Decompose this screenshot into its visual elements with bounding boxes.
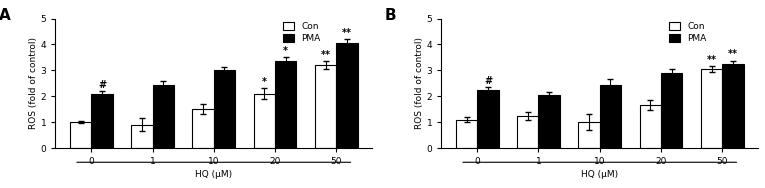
Bar	[600, 85, 621, 148]
Text: **: **	[728, 49, 738, 59]
Bar	[91, 94, 112, 148]
Legend: Con, PMA: Con, PMA	[282, 20, 323, 45]
Bar	[456, 120, 477, 148]
Bar	[337, 43, 358, 148]
Bar	[70, 122, 91, 148]
Bar	[722, 64, 744, 148]
Bar	[701, 69, 722, 148]
Text: B: B	[385, 8, 396, 23]
Bar	[152, 85, 174, 148]
Bar	[578, 122, 600, 148]
Text: *: *	[262, 77, 267, 87]
Bar	[517, 116, 539, 148]
Bar	[192, 109, 213, 148]
Text: **: **	[321, 50, 330, 60]
Text: HQ (μM): HQ (μM)	[581, 170, 618, 179]
Legend: Con, PMA: Con, PMA	[668, 20, 708, 45]
Text: *: *	[283, 46, 288, 56]
Bar	[213, 70, 235, 148]
Text: **: **	[342, 28, 352, 38]
Bar	[275, 61, 297, 148]
Y-axis label: ROS (fold of control): ROS (fold of control)	[29, 37, 38, 129]
Bar	[539, 95, 560, 148]
Bar	[131, 125, 152, 148]
Bar	[253, 94, 275, 148]
Text: A: A	[0, 8, 10, 23]
Text: **: **	[707, 55, 717, 65]
Text: #: #	[484, 76, 492, 86]
Bar	[315, 65, 337, 148]
Text: #: #	[98, 80, 106, 90]
Bar	[640, 105, 661, 148]
Y-axis label: ROS (fold of control): ROS (fold of control)	[415, 37, 424, 129]
Bar	[477, 90, 499, 148]
Text: HQ (μM): HQ (μM)	[195, 170, 233, 179]
Bar	[661, 73, 682, 148]
